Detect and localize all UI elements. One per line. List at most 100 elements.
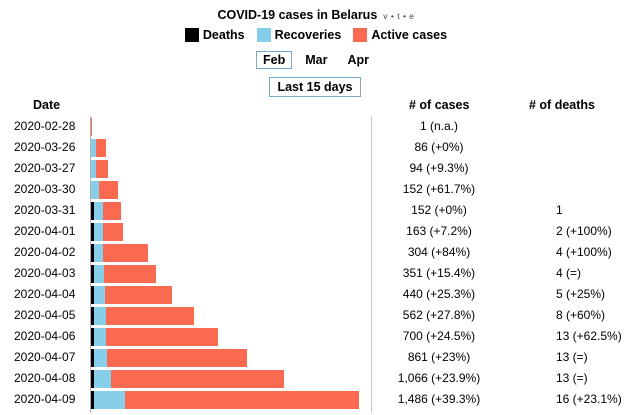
recoveries-segment: [94, 328, 106, 346]
stacked-bar: [91, 160, 108, 178]
recoveries-segment: [94, 265, 104, 283]
chart-row: 2020-04-03351 (+15.4%)4 (=): [0, 263, 632, 284]
chart-row: 2020-04-04 440 (+25.3%) 5 (+25%): [0, 284, 632, 305]
stacked-bar: [91, 223, 123, 241]
stacked-bar: [91, 118, 92, 136]
recoveries-segment: [94, 244, 103, 262]
stacked-bar: [91, 202, 121, 220]
chart-title-text: COVID-19 cases in Belarus: [217, 8, 377, 22]
date-label: 2020-04-02: [14, 245, 75, 259]
date-label: 2020-04-01: [14, 224, 75, 238]
stacked-bar: [91, 328, 218, 346]
chart-row: 2020-03-30 152 (+61.7%): [0, 179, 632, 200]
date-label: 2020-04-04: [14, 287, 75, 301]
date-label: 2020-04-05: [14, 308, 75, 322]
chart-row: 2020-04-091,486 (+39.3%)16 (+23.1%): [0, 389, 632, 410]
month-button-feb[interactable]: Feb: [256, 51, 292, 69]
recoveries-segment: [94, 223, 103, 241]
cases-label: 152 (+0%): [371, 203, 507, 217]
chart-row: 2020-04-08 1,066 (+23.9%) 13 (=): [0, 368, 632, 389]
legend-item-deaths: Deaths: [185, 28, 245, 42]
recoveries-segment: [94, 307, 106, 325]
date-label: 2020-03-26: [14, 140, 75, 154]
vte-links[interactable]: v • t • e: [383, 11, 414, 21]
deaths-label: 2 (+100%): [556, 224, 612, 238]
stacked-bar: [91, 391, 359, 409]
legend-item-active: Active cases: [353, 28, 447, 42]
stacked-bar: [91, 139, 106, 157]
legend-label-deaths: Deaths: [203, 28, 245, 42]
recoveries-segment: [91, 181, 99, 199]
stacked-bar: [91, 265, 156, 283]
date-label: 2020-03-30: [14, 182, 75, 196]
date-label: 2020-03-31: [14, 203, 75, 217]
active-cases-segment: [96, 160, 108, 178]
cases-label: 562 (+27.8%): [371, 308, 507, 322]
legend-swatch-recoveries: [257, 28, 271, 42]
stacked-bar: [91, 181, 118, 199]
active-cases-segment: [103, 202, 122, 220]
recoveries-segment: [94, 202, 103, 220]
date-label: 2020-04-03: [14, 266, 75, 280]
legend-swatch-deaths: [185, 28, 199, 42]
active-cases-segment: [105, 286, 173, 304]
month-button-apr[interactable]: Apr: [340, 51, 376, 69]
cases-label: 152 (+61.7%): [371, 182, 507, 196]
deaths-label: 16 (+23.1%): [556, 392, 622, 406]
active-cases-segment: [111, 370, 283, 388]
cases-label: 700 (+24.5%): [371, 329, 507, 343]
deaths-label: 13 (=): [556, 350, 588, 364]
month-selector: Feb Mar Apr: [0, 51, 632, 69]
date-label: 2020-04-06: [14, 329, 75, 343]
legend: Deaths Recoveries Active cases: [0, 28, 632, 42]
column-header-date: Date: [33, 98, 60, 112]
chart-title: COVID-19 cases in Belarus v • t • e: [0, 8, 632, 22]
recoveries-segment: [94, 391, 125, 409]
cases-label: 304 (+84%): [371, 245, 507, 259]
cases-label: 861 (+23%): [371, 350, 507, 364]
chart-row: 2020-04-02 304 (+84%) 4 (+100%): [0, 242, 632, 263]
date-label: 2020-02-28: [14, 119, 75, 133]
chart-row: 2020-04-01163 (+7.2%)2 (+100%): [0, 221, 632, 242]
date-label: 2020-03-27: [14, 161, 75, 175]
chart-row: 2020-03-2686 (+0%): [0, 137, 632, 158]
active-cases-segment: [99, 181, 118, 199]
date-label: 2020-04-07: [14, 350, 75, 364]
last-15-days-button[interactable]: Last 15 days: [269, 77, 361, 97]
active-cases-segment: [103, 244, 148, 262]
active-cases-segment: [96, 139, 106, 157]
chart-row: 2020-03-2794 (+9.3%): [0, 158, 632, 179]
active-cases-segment: [103, 223, 123, 241]
chart-row: 2020-04-07 861 (+23%) 13 (=): [0, 347, 632, 368]
stacked-bar: [91, 307, 194, 325]
deaths-label: 4 (+100%): [556, 245, 612, 259]
legend-label-recoveries: Recoveries: [275, 28, 342, 42]
active-cases-segment: [106, 328, 217, 346]
month-button-mar[interactable]: Mar: [298, 51, 334, 69]
recoveries-segment: [94, 370, 111, 388]
active-cases-segment: [91, 118, 92, 136]
deaths-label: 1: [556, 203, 563, 217]
active-cases-segment: [104, 265, 157, 283]
cases-label: 440 (+25.3%): [371, 287, 507, 301]
column-header-cases: # of cases: [409, 98, 469, 112]
cases-label: 351 (+15.4%): [371, 266, 507, 280]
deaths-label: 5 (+25%): [556, 287, 605, 301]
date-label: 2020-04-08: [14, 371, 75, 385]
recoveries-segment: [94, 286, 105, 304]
chart-row: 2020-04-06 700 (+24.5%) 13 (+62.5%): [0, 326, 632, 347]
cases-label: 1,066 (+23.9%): [371, 371, 507, 385]
deaths-label: 8 (+60%): [556, 308, 605, 322]
stacked-bar: [91, 349, 247, 367]
recoveries-segment: [94, 349, 107, 367]
date-label: 2020-04-09: [14, 392, 75, 406]
chart-row: 2020-02-28 1 (n.a.): [0, 116, 632, 137]
deaths-label: 13 (=): [556, 371, 588, 385]
cases-label: 1 (n.a.): [371, 119, 507, 133]
stacked-bar: [91, 244, 148, 262]
stacked-bar: [91, 370, 284, 388]
chart-row: 2020-03-31 152 (+0%) 1: [0, 200, 632, 221]
active-cases-segment: [125, 391, 359, 409]
deaths-label: 13 (+62.5%): [556, 329, 622, 343]
active-cases-segment: [107, 349, 247, 367]
